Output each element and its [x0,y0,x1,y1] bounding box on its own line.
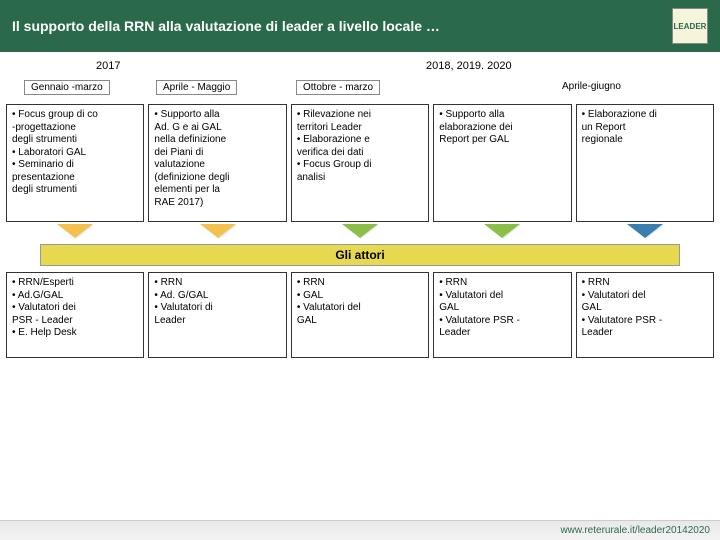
footer-url: www.reterurale.it/leader20142020 [560,525,710,536]
activity-col-3: • Rilevazione nei territori Leader• Elab… [291,104,429,222]
period-aprile-giugno: Aprile-giugno [556,80,627,93]
actors-col-2: • RRN• Ad. G/GAL• Valutatori di Leader [148,272,286,358]
arrow-icon [342,224,378,238]
activity-col-4: • Supporto alla elaborazione dei Report … [433,104,571,222]
arrow-icon [484,224,520,238]
timeline: 2017 2018, 2019. 2020 Gennaio -marzo Apr… [6,60,714,100]
actors-row: • RRN/Esperti• Ad.G/GAL• Valutatori dei … [6,272,714,358]
activities-row: • Focus group di co -progettazione degli… [6,104,714,222]
arrow-row [6,222,714,240]
activity-col-5: • Elaborazione di un Report regionale [576,104,714,222]
actors-col-3: • RRN• GAL• Valutatori del GAL [291,272,429,358]
footer: www.reterurale.it/leader20142020 [0,520,720,540]
period-gennaio-marzo: Gennaio -marzo [24,80,110,95]
activity-col-1: • Focus group di co -progettazione degli… [6,104,144,222]
year-2017: 2017 [96,60,120,72]
year-2018-2020: 2018, 2019. 2020 [426,60,512,72]
actors-col-1: • RRN/Esperti• Ad.G/GAL• Valutatori dei … [6,272,144,358]
actors-col-4: • RRN• Valutatori del GAL• Valutatore PS… [433,272,571,358]
period-ottobre-marzo: Ottobre - marzo [296,80,380,95]
arrow-icon [200,224,236,238]
leader-logo: LEADER [672,8,708,44]
actors-col-5: • RRN• Valutatori del GAL• Valutatore PS… [576,272,714,358]
period-aprile-maggio: Aprile - Maggio [156,80,237,95]
activity-col-2: • Supporto alla Ad. G e ai GAL nella def… [148,104,286,222]
page-title: Il supporto della RRN alla valutazione d… [12,18,440,34]
arrow-icon [627,224,663,238]
arrow-icon [57,224,93,238]
attori-heading: Gli attori [40,244,680,266]
